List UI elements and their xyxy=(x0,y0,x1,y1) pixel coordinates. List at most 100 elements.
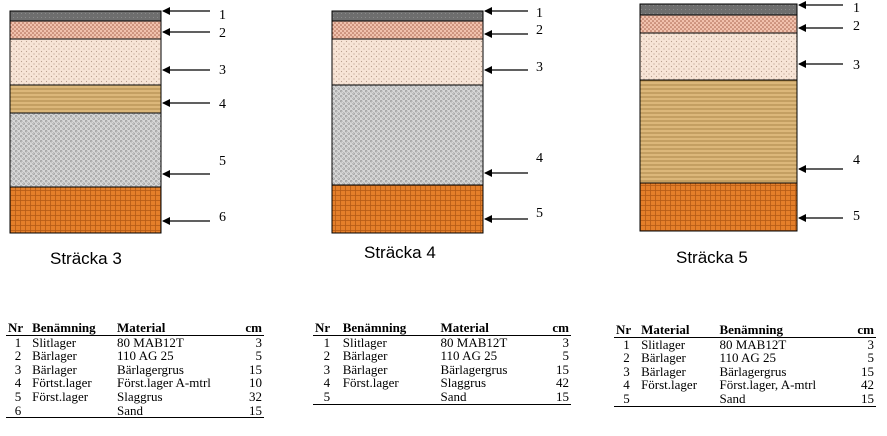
cell-nr: 3 xyxy=(14,361,22,377)
header-nr: Nr xyxy=(614,323,640,338)
table-row: 5 Sand 15 xyxy=(614,391,876,407)
marker-label: 5 xyxy=(536,206,543,221)
layer-2 xyxy=(639,14,798,34)
layer-2 xyxy=(9,20,162,40)
cell-nr: 4 xyxy=(623,377,630,393)
marker-label: 3 xyxy=(219,63,226,78)
marker-label: 5 xyxy=(853,209,860,224)
cell-cm: 42 xyxy=(861,377,874,393)
header-cm: cm xyxy=(238,321,264,336)
marker-label: 2 xyxy=(219,26,226,41)
cell-material: Först.lager xyxy=(641,377,698,393)
marker-label: 1 xyxy=(536,6,543,21)
cell-cm: 15 xyxy=(238,403,264,419)
table-header-row: Nr Material Benämning cm xyxy=(614,323,876,338)
cell-benamning xyxy=(340,389,439,405)
table-row: 4 Förtst.lager Först.lager A-mtrl 10 xyxy=(6,376,264,390)
section-4-column xyxy=(331,10,484,234)
cell-cm: 3 xyxy=(562,334,570,350)
layer-5 xyxy=(9,112,162,188)
section-5-table: Nr Material Benämning cm 1 Slitlager 80 MA… xyxy=(614,323,876,407)
cell-benamning: Bärlager xyxy=(342,361,388,377)
cell-cm: 3 xyxy=(255,334,263,350)
cell-nr: 5 xyxy=(14,388,22,404)
layer-4 xyxy=(331,84,484,186)
section-3-caption: Sträcka 3 xyxy=(50,249,122,268)
cell-benamning: Bärlager xyxy=(32,361,77,377)
cell-material: 110 AG 25 xyxy=(440,348,498,364)
cell-cm: 5 xyxy=(562,348,570,364)
cell-benamning: Slitlager xyxy=(342,334,387,350)
marker-label: 1 xyxy=(853,1,860,16)
marker-label: 3 xyxy=(853,58,860,73)
cell-material: Slitlager xyxy=(641,336,686,352)
table-header-row: Nr Benämning Material cm xyxy=(6,321,264,336)
header-cm: cm xyxy=(541,321,571,336)
cell-material: Sand xyxy=(115,403,239,419)
cell-material: Bärlager xyxy=(641,350,686,366)
cell-material: 80 MAB12T xyxy=(117,334,184,350)
cell-benamning: Sand xyxy=(717,392,850,407)
header-benamning: Benämning xyxy=(340,321,439,336)
header-benamning: Benämning xyxy=(717,323,850,338)
section-3-markers: 1 2 3 4 5 6 xyxy=(162,7,226,225)
cell-material: 110 AG 25 xyxy=(117,348,174,364)
cell-cm: 5 xyxy=(255,348,263,364)
layer-1 xyxy=(331,10,484,22)
cell-material: Bärlager xyxy=(641,363,686,379)
cell-benamning: Bärlager xyxy=(32,348,77,364)
cell-cm: 10 xyxy=(249,375,262,391)
cell-material: Slaggrus xyxy=(440,375,487,391)
section-3-column xyxy=(9,10,162,234)
cell-nr: 3 xyxy=(623,363,630,379)
cell-material: Bärlagergrus xyxy=(440,361,508,377)
table-row: 1 Slitlager 80 MAB12T 3 xyxy=(614,337,876,351)
cell-material xyxy=(639,391,718,407)
cell-material: Bärlagergrus xyxy=(117,361,184,377)
cell-nr: 4 xyxy=(323,375,331,391)
section-5-markers: 1 2 3 4 5 xyxy=(798,1,860,224)
table-header-row: Nr Benämning Material cm xyxy=(313,321,571,336)
section-5-column xyxy=(639,3,798,232)
marker-label: 4 xyxy=(219,97,226,112)
table-row: 2 Bärlager 110 AG 25 5 xyxy=(313,349,571,363)
marker-label: 2 xyxy=(853,19,860,34)
cell-nr: 4 xyxy=(14,375,22,391)
layer-3 xyxy=(331,38,484,86)
cell-cm: 15 xyxy=(849,392,876,407)
marker-label: 4 xyxy=(853,153,860,168)
cell-material: Sand xyxy=(438,390,542,405)
layer-1 xyxy=(639,3,798,16)
layer-6 xyxy=(9,186,162,234)
layer-4 xyxy=(639,79,798,184)
cell-benamning: Bärlagergrus xyxy=(719,363,787,379)
cell-benamning: Bärlager xyxy=(342,348,388,364)
pavement-diagram: 1 2 3 4 5 6 Sträcka 3 1 2 3 4 5 Sträcka … xyxy=(9,1,860,268)
cell-nr: 5 xyxy=(313,390,341,405)
header-material: Material xyxy=(115,321,239,336)
layer-5 xyxy=(639,182,798,232)
cell-benamning: 80 MAB12T xyxy=(719,336,787,352)
cell-benamning: Slitlager xyxy=(32,334,77,350)
layer-5 xyxy=(331,184,484,234)
layer-4 xyxy=(9,84,162,114)
cell-cm: 5 xyxy=(867,350,875,366)
layer-3 xyxy=(639,32,798,81)
cell-nr: 1 xyxy=(623,336,630,352)
cell-material: Först.lager A-mtrl xyxy=(117,375,211,391)
header-benamning: Benämning xyxy=(30,321,116,336)
cell-nr: 2 xyxy=(623,350,630,366)
cell-cm: 3 xyxy=(867,336,875,352)
cell-nr: 3 xyxy=(323,361,331,377)
cell-benamning: 110 AG 25 xyxy=(719,350,777,366)
header-material: Material xyxy=(438,321,542,336)
cell-material: 80 MAB12T xyxy=(440,334,508,350)
header-cm: cm xyxy=(849,323,876,338)
cell-cm: 15 xyxy=(541,390,571,405)
section-5-caption: Sträcka 5 xyxy=(676,248,748,267)
section-3-table: Nr Benämning Material cm 1 Slitlager 80 MA… xyxy=(6,321,264,419)
layer-1 xyxy=(9,10,162,22)
cell-benamning: Förtst.lager xyxy=(32,375,92,391)
header-nr: Nr xyxy=(6,321,31,336)
marker-label: 2 xyxy=(536,23,543,38)
